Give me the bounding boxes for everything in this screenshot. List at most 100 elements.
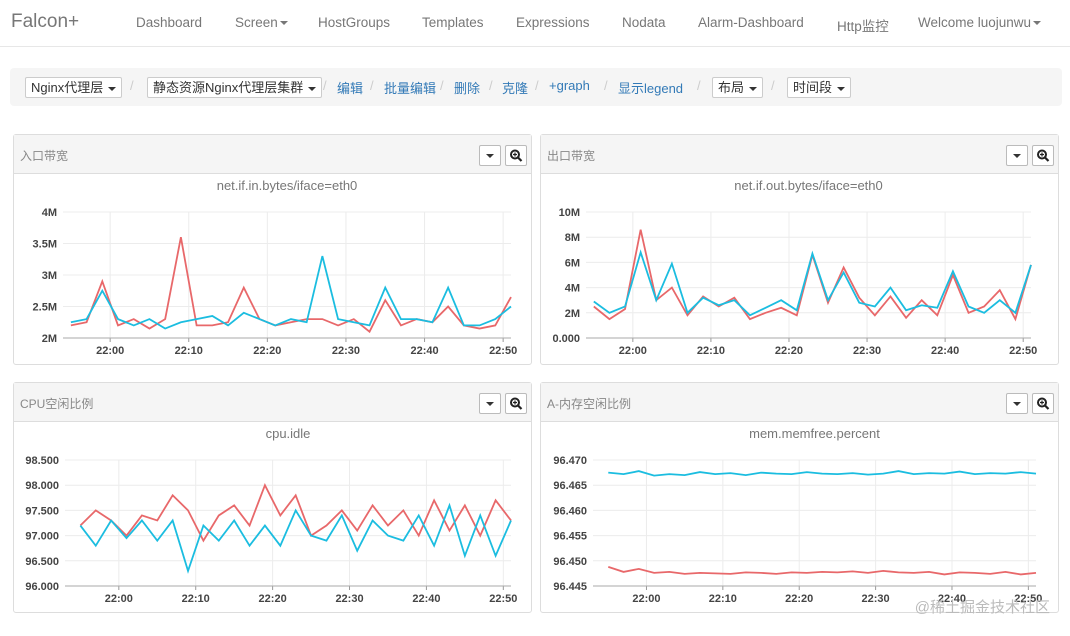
nav-item[interactable]: Expressions [516, 15, 590, 30]
nav-label: Welcome luojunwu [918, 15, 1032, 30]
zoom-icon [1037, 149, 1050, 162]
nav-item[interactable]: Welcome luojunwu [918, 15, 1042, 30]
x-tick-label: 22:10 [697, 345, 725, 357]
caret-icon [486, 402, 494, 406]
series-line [70, 255, 512, 330]
dropdown[interactable]: Nginx代理层 [25, 77, 123, 98]
x-tick-label: 22:10 [175, 345, 203, 357]
nav-item[interactable]: Templates [422, 15, 484, 30]
nav-item[interactable]: Dashboard [136, 15, 202, 30]
x-tick-label: 22:40 [931, 345, 959, 357]
caret [749, 86, 758, 91]
panel-header: CPU空闲比例 [14, 383, 531, 422]
x-tick-label: 22:00 [619, 345, 647, 357]
x-tick-label: 22:00 [96, 345, 124, 357]
separator: / [130, 78, 134, 93]
y-tick-label: 96.470 [553, 455, 587, 467]
separator: / [370, 78, 374, 93]
brand[interactable]: Falcon+ [11, 11, 80, 32]
dropdown-button[interactable] [479, 145, 501, 166]
nav-item[interactable]: Nodata [622, 15, 666, 30]
chart-title: net.if.out.bytes/iface=eth0 [734, 178, 883, 193]
dropdown[interactable]: 布局 [712, 77, 764, 98]
zoom-button[interactable] [505, 145, 527, 166]
x-tick-label: 22:30 [853, 345, 881, 357]
zoom-button[interactable] [1032, 145, 1054, 166]
nav-label: Templates [422, 15, 484, 30]
nav-item[interactable]: Http监控 [837, 15, 889, 35]
separator: / [697, 78, 701, 93]
series-line [79, 482, 512, 543]
y-tick-label: 96.455 [553, 531, 587, 543]
caret [279, 21, 288, 26]
panel-title: 入口带宽 [20, 149, 69, 163]
panel-title: A-内存空闲比例 [547, 397, 632, 411]
dropdown[interactable]: 时间段 [787, 77, 852, 98]
y-tick-label: 3M [42, 270, 57, 282]
caret [1033, 21, 1042, 26]
y-tick-label: 98.500 [25, 455, 59, 467]
separator: / [323, 78, 327, 93]
caret [108, 86, 117, 91]
dropdown-button[interactable] [1006, 145, 1028, 166]
x-tick-label: 22:10 [182, 593, 210, 605]
dropdown-button[interactable] [1006, 393, 1028, 414]
chart: net.if.in.bytes/iface=eth0 2M 2.5M 3M 3.5M 4M… [33, 178, 518, 357]
nav-item[interactable]: Alarm-Dashboard [698, 15, 804, 30]
dropdown-label: Nginx代理层 [31, 80, 104, 95]
dropdown[interactable]: 静态资源Nginx代理层集群 [147, 77, 323, 98]
chart-title: cpu.idle [266, 426, 311, 441]
chart-title: mem.memfree.percent [749, 426, 880, 441]
zoom-button[interactable] [1032, 393, 1054, 414]
nav-label: Dashboard [136, 15, 203, 30]
toolbar-link[interactable]: 克隆 [502, 81, 529, 96]
toolbar-link[interactable]: 批量编辑 [384, 81, 437, 96]
nav-item[interactable]: HostGroups [318, 15, 390, 30]
x-tick-label: 22:30 [332, 345, 360, 357]
chart: cpu.idle 96.000 96.500 97.000 97.500 98.000 98… [25, 426, 517, 605]
separator: / [535, 78, 539, 93]
y-tick-label: 96.450 [553, 556, 587, 568]
y-tick-label: 2M [565, 308, 580, 320]
caret-icon [1013, 402, 1021, 406]
toolbar-link[interactable]: +graph [549, 78, 590, 93]
y-tick-label: 96.460 [553, 505, 587, 517]
y-tick-label: 2.5M [33, 302, 57, 314]
toolbar: Nginx代理层 / 静态资源Nginx代理层集群 / 编辑 / 批量编辑 / 删除 / 克隆 / +g… [10, 68, 1062, 106]
panel: A-内存空闲比例 mem.memfree.percent 96.445 96.450 9… [540, 382, 1059, 613]
nav-label: Expressions [516, 15, 590, 30]
y-tick-label: 96.500 [25, 556, 59, 568]
zoom-icon [510, 149, 523, 162]
panel: CPU空闲比例 cpu.idle 96.000 96.500 97.000 97.500 9… [13, 382, 532, 613]
nav-label: Http监控 [837, 19, 889, 34]
dropdown-button[interactable] [479, 393, 501, 414]
caret-icon [1013, 154, 1021, 158]
panel-title: CPU空闲比例 [20, 397, 94, 411]
y-tick-label: 96.445 [553, 581, 587, 593]
x-tick-label: 22:30 [862, 593, 890, 605]
x-tick-label: 22:40 [938, 593, 966, 605]
panel: 入口带宽 net.if.in.bytes/iface=eth0 2M 2.5M 3M 3.… [13, 134, 532, 365]
panel-header: 出口带宽 [541, 135, 1058, 174]
y-tick-label: 98.000 [25, 480, 59, 492]
dropdown-label: 布局 [718, 80, 745, 95]
series-line [593, 229, 1032, 322]
nav-item[interactable]: Screen [235, 15, 288, 30]
series-line [593, 249, 1032, 317]
caret [837, 86, 846, 91]
x-tick-label: 22:40 [412, 593, 440, 605]
y-tick-label: 97.500 [25, 505, 59, 517]
y-tick-label: 97.000 [25, 531, 59, 543]
separator: / [489, 78, 493, 93]
x-tick-label: 22:30 [335, 593, 363, 605]
toolbar-link[interactable]: 显示legend [618, 81, 684, 96]
x-tick-label: 22:40 [410, 345, 438, 357]
x-tick-label: 22:50 [489, 345, 517, 357]
zoom-button[interactable] [505, 393, 527, 414]
y-tick-label: 2M [42, 333, 57, 345]
x-tick-label: 22:20 [775, 345, 803, 357]
toolbar-link[interactable]: 编辑 [337, 81, 364, 96]
y-tick-label: 6M [565, 257, 580, 269]
toolbar-link[interactable]: 删除 [454, 81, 481, 96]
